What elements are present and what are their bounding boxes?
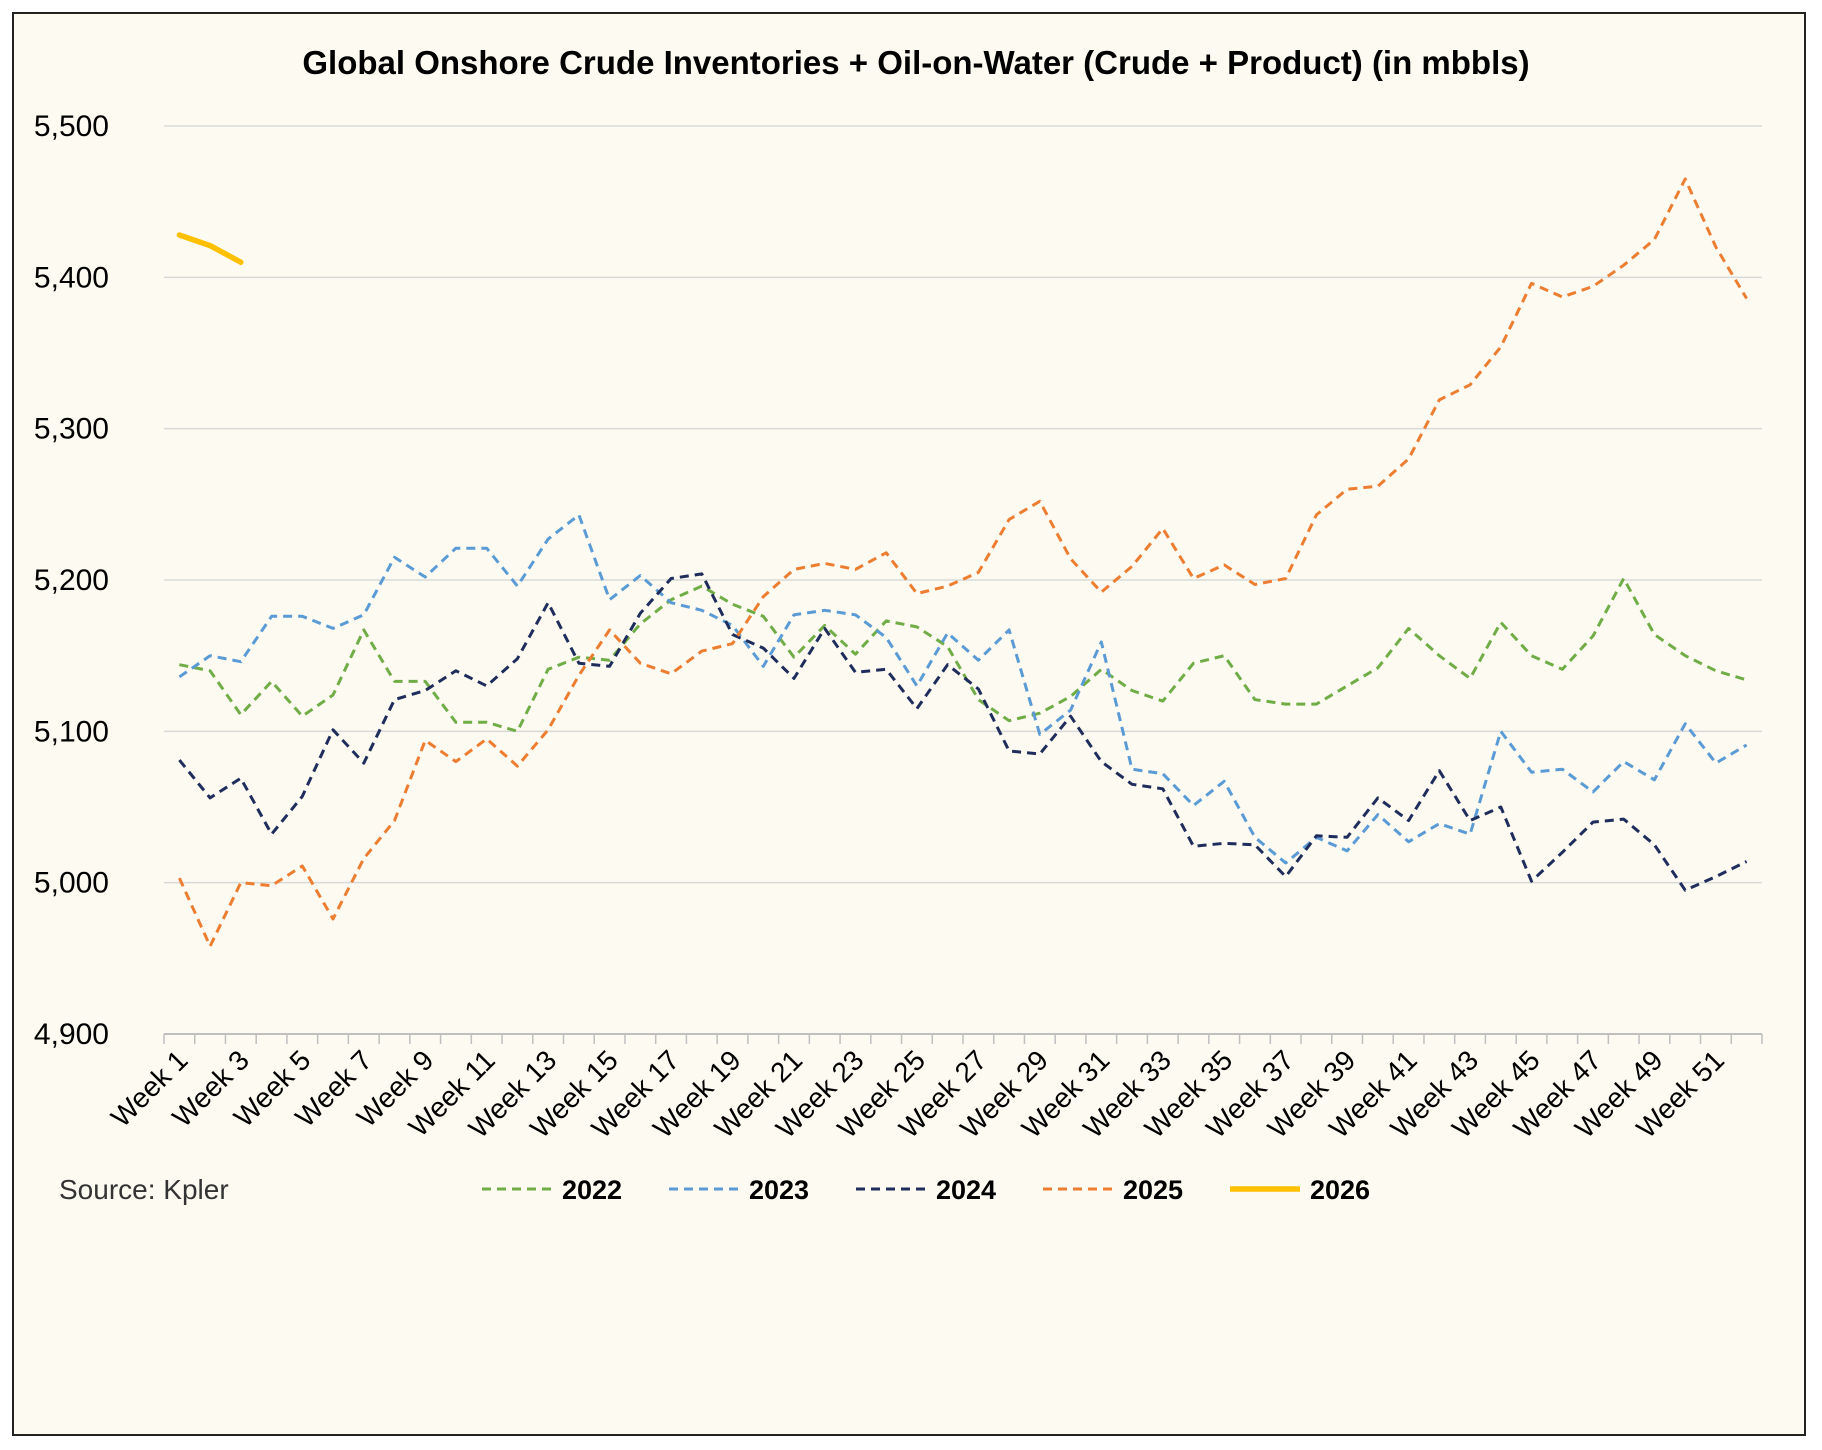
legend: 2022 2023 2024 2025 2026 xyxy=(482,1175,1370,1205)
legend-label-2025: 2025 xyxy=(1123,1175,1183,1205)
chart-svg: Global Onshore Crude Inventories + Oil-o… xyxy=(34,44,1763,1205)
series-line-2026 xyxy=(176,232,244,265)
y-tick-label: 5,200 xyxy=(34,564,109,597)
y-axis-tick-labels: 4,900 5,000 5,100 5,200 5,300 5,400 5,500 xyxy=(34,110,109,1051)
chart-title: Global Onshore Crude Inventories + Oil-o… xyxy=(302,44,1529,81)
series-line-2025 xyxy=(178,177,1748,948)
y-tick-label: 5,000 xyxy=(34,867,109,900)
legend-label-2024: 2024 xyxy=(936,1175,996,1205)
legend-label-2023: 2023 xyxy=(749,1175,809,1205)
legend-label-2026: 2026 xyxy=(1310,1175,1370,1205)
y-tick-label: 5,100 xyxy=(34,715,109,748)
x-axis xyxy=(163,1033,1763,1044)
gridlines xyxy=(164,125,1762,884)
y-tick-label: 5,300 xyxy=(34,413,109,446)
series-lines xyxy=(176,177,1748,948)
legend-label-2022: 2022 xyxy=(562,1175,622,1205)
y-tick-label: 4,900 xyxy=(34,1018,109,1051)
series-line-2024 xyxy=(178,572,1748,892)
source-label: Source: Kpler xyxy=(59,1174,229,1205)
y-tick-label: 5,500 xyxy=(34,110,109,143)
series-line-2023 xyxy=(178,513,1748,865)
series-line-2022 xyxy=(179,577,1748,733)
chart-frame: Global Onshore Crude Inventories + Oil-o… xyxy=(12,12,1806,1436)
y-tick-label: 5,400 xyxy=(34,261,109,294)
